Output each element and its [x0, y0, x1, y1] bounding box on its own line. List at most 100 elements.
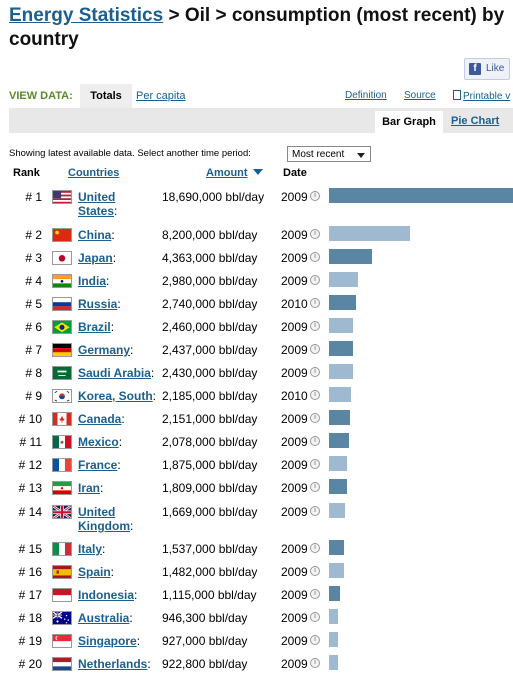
- country-link[interactable]: Australia: [78, 611, 130, 625]
- country-cell: Korea, South:: [78, 389, 158, 403]
- tab-bar-graph[interactable]: Bar Graph: [375, 111, 443, 133]
- amount-cell: 2,151,000 bbl/day: [162, 412, 258, 426]
- country-cell: Germany:: [78, 343, 158, 357]
- info-icon[interactable]: i: [310, 298, 320, 308]
- header-amount[interactable]: Amount: [206, 167, 263, 179]
- rank-cell: # 16: [18, 565, 42, 579]
- rank-cell: # 20: [18, 657, 42, 671]
- info-icon[interactable]: i: [310, 566, 320, 576]
- value-bar: [329, 655, 338, 670]
- country-colon: :: [136, 634, 141, 648]
- info-icon[interactable]: i: [310, 589, 320, 599]
- country-link[interactable]: France: [78, 458, 118, 472]
- info-icon[interactable]: i: [310, 390, 320, 400]
- amount-cell: 1,875,000 bbl/day: [162, 458, 258, 472]
- info-icon[interactable]: i: [310, 367, 320, 377]
- value-bar: [329, 456, 347, 471]
- amount-cell: 922,800 bbl/day: [162, 657, 248, 671]
- info-icon[interactable]: i: [310, 436, 320, 446]
- tab-per-capita[interactable]: Per capita: [136, 90, 186, 102]
- header-countries[interactable]: Countries: [68, 167, 120, 179]
- facebook-like-button[interactable]: f Like: [464, 58, 510, 80]
- country-link[interactable]: Iran: [78, 481, 101, 495]
- info-icon[interactable]: i: [310, 459, 320, 469]
- country-link[interactable]: Russia: [78, 297, 118, 311]
- country-cell: Russia:: [78, 297, 158, 311]
- date-cell: 2010: [281, 389, 308, 403]
- country-link[interactable]: Indonesia: [78, 588, 135, 602]
- source-link[interactable]: Source: [404, 90, 436, 101]
- info-icon[interactable]: i: [310, 413, 320, 423]
- date-cell: 2009: [281, 505, 308, 519]
- value-bar: [329, 632, 338, 647]
- rank-cell: # 6: [25, 320, 42, 334]
- cn-flag-icon: [52, 228, 72, 242]
- value-bar: [329, 364, 353, 379]
- info-icon[interactable]: i: [310, 635, 320, 645]
- page-title: Energy Statistics > Oil > consumption (m…: [9, 4, 509, 52]
- info-icon[interactable]: i: [310, 229, 320, 239]
- country-link[interactable]: Japan: [78, 251, 113, 265]
- value-bar: [329, 586, 340, 601]
- country-cell: United Kingdom:: [78, 505, 158, 533]
- tab-totals[interactable]: Totals: [80, 84, 132, 108]
- view-data-label: VIEW DATA:: [9, 90, 73, 102]
- sa-flag-icon: [52, 366, 72, 380]
- country-link[interactable]: United Kingdom: [78, 505, 130, 533]
- rank-cell: # 12: [18, 458, 42, 472]
- info-icon[interactable]: i: [310, 658, 320, 668]
- country-link[interactable]: Brazil: [78, 320, 111, 334]
- info-icon[interactable]: i: [310, 252, 320, 262]
- country-link[interactable]: India: [78, 274, 107, 288]
- country-link[interactable]: United States: [78, 190, 116, 218]
- country-link[interactable]: Korea, South: [78, 389, 153, 403]
- amount-cell: 1,669,000 bbl/day: [162, 505, 258, 519]
- country-cell: India:: [78, 274, 158, 288]
- country-cell: Brazil:: [78, 320, 158, 334]
- amount-cell: 18,690,000 bbl/day: [162, 190, 265, 204]
- info-icon[interactable]: i: [310, 275, 320, 285]
- info-icon[interactable]: i: [310, 191, 320, 201]
- date-cell: 2009: [281, 588, 308, 602]
- amount-cell: 2,185,000 bbl/day: [162, 389, 258, 403]
- info-icon[interactable]: i: [310, 543, 320, 553]
- country-link[interactable]: Singapore: [78, 634, 137, 648]
- country-link[interactable]: Spain: [78, 565, 111, 579]
- sg-flag-icon: [52, 634, 72, 648]
- period-select[interactable]: Most recent: [287, 146, 371, 162]
- country-link[interactable]: Italy: [78, 542, 103, 556]
- tab-pie-chart[interactable]: Pie Chart: [451, 115, 500, 127]
- info-icon[interactable]: i: [310, 612, 320, 622]
- header-rank: Rank: [13, 167, 40, 179]
- country-link[interactable]: Canada: [78, 412, 122, 426]
- breadcrumb-energy-statistics[interactable]: Energy Statistics: [9, 5, 164, 26]
- country-colon: :: [110, 565, 115, 579]
- jp-flag-icon: [52, 251, 72, 265]
- info-icon[interactable]: i: [310, 506, 320, 516]
- country-cell: Spain:: [78, 565, 158, 579]
- country-link[interactable]: Mexico: [78, 435, 119, 449]
- country-link[interactable]: Netherlands: [78, 657, 148, 671]
- country-cell: Mexico:: [78, 435, 158, 449]
- info-icon[interactable]: i: [310, 344, 320, 354]
- date-cell: 2010: [281, 297, 308, 311]
- breadcrumb-trail: > Oil > consumption (most recent) by cou…: [9, 5, 505, 50]
- header-date: Date: [283, 167, 307, 179]
- graph-type-bar: Bar Graph Pie Chart: [9, 108, 513, 133]
- info-icon[interactable]: i: [310, 482, 320, 492]
- rank-cell: # 13: [18, 481, 42, 495]
- date-cell: 2009: [281, 657, 308, 671]
- country-link[interactable]: Germany: [78, 343, 131, 357]
- rank-cell: # 19: [18, 634, 42, 648]
- printable-link[interactable]: Printable v: [453, 90, 510, 102]
- amount-cell: 2,740,000 bbl/day: [162, 297, 258, 311]
- value-bar: [329, 226, 410, 241]
- ru-flag-icon: [52, 297, 72, 311]
- view-data-bar: VIEW DATA: Totals Per capita Definition …: [9, 84, 513, 108]
- info-icon[interactable]: i: [310, 321, 320, 331]
- country-link[interactable]: China: [78, 228, 112, 242]
- definition-link[interactable]: Definition: [345, 90, 387, 101]
- value-bar: [329, 563, 344, 578]
- value-bar: [329, 295, 356, 310]
- country-link[interactable]: Saudi Arabia: [78, 366, 151, 380]
